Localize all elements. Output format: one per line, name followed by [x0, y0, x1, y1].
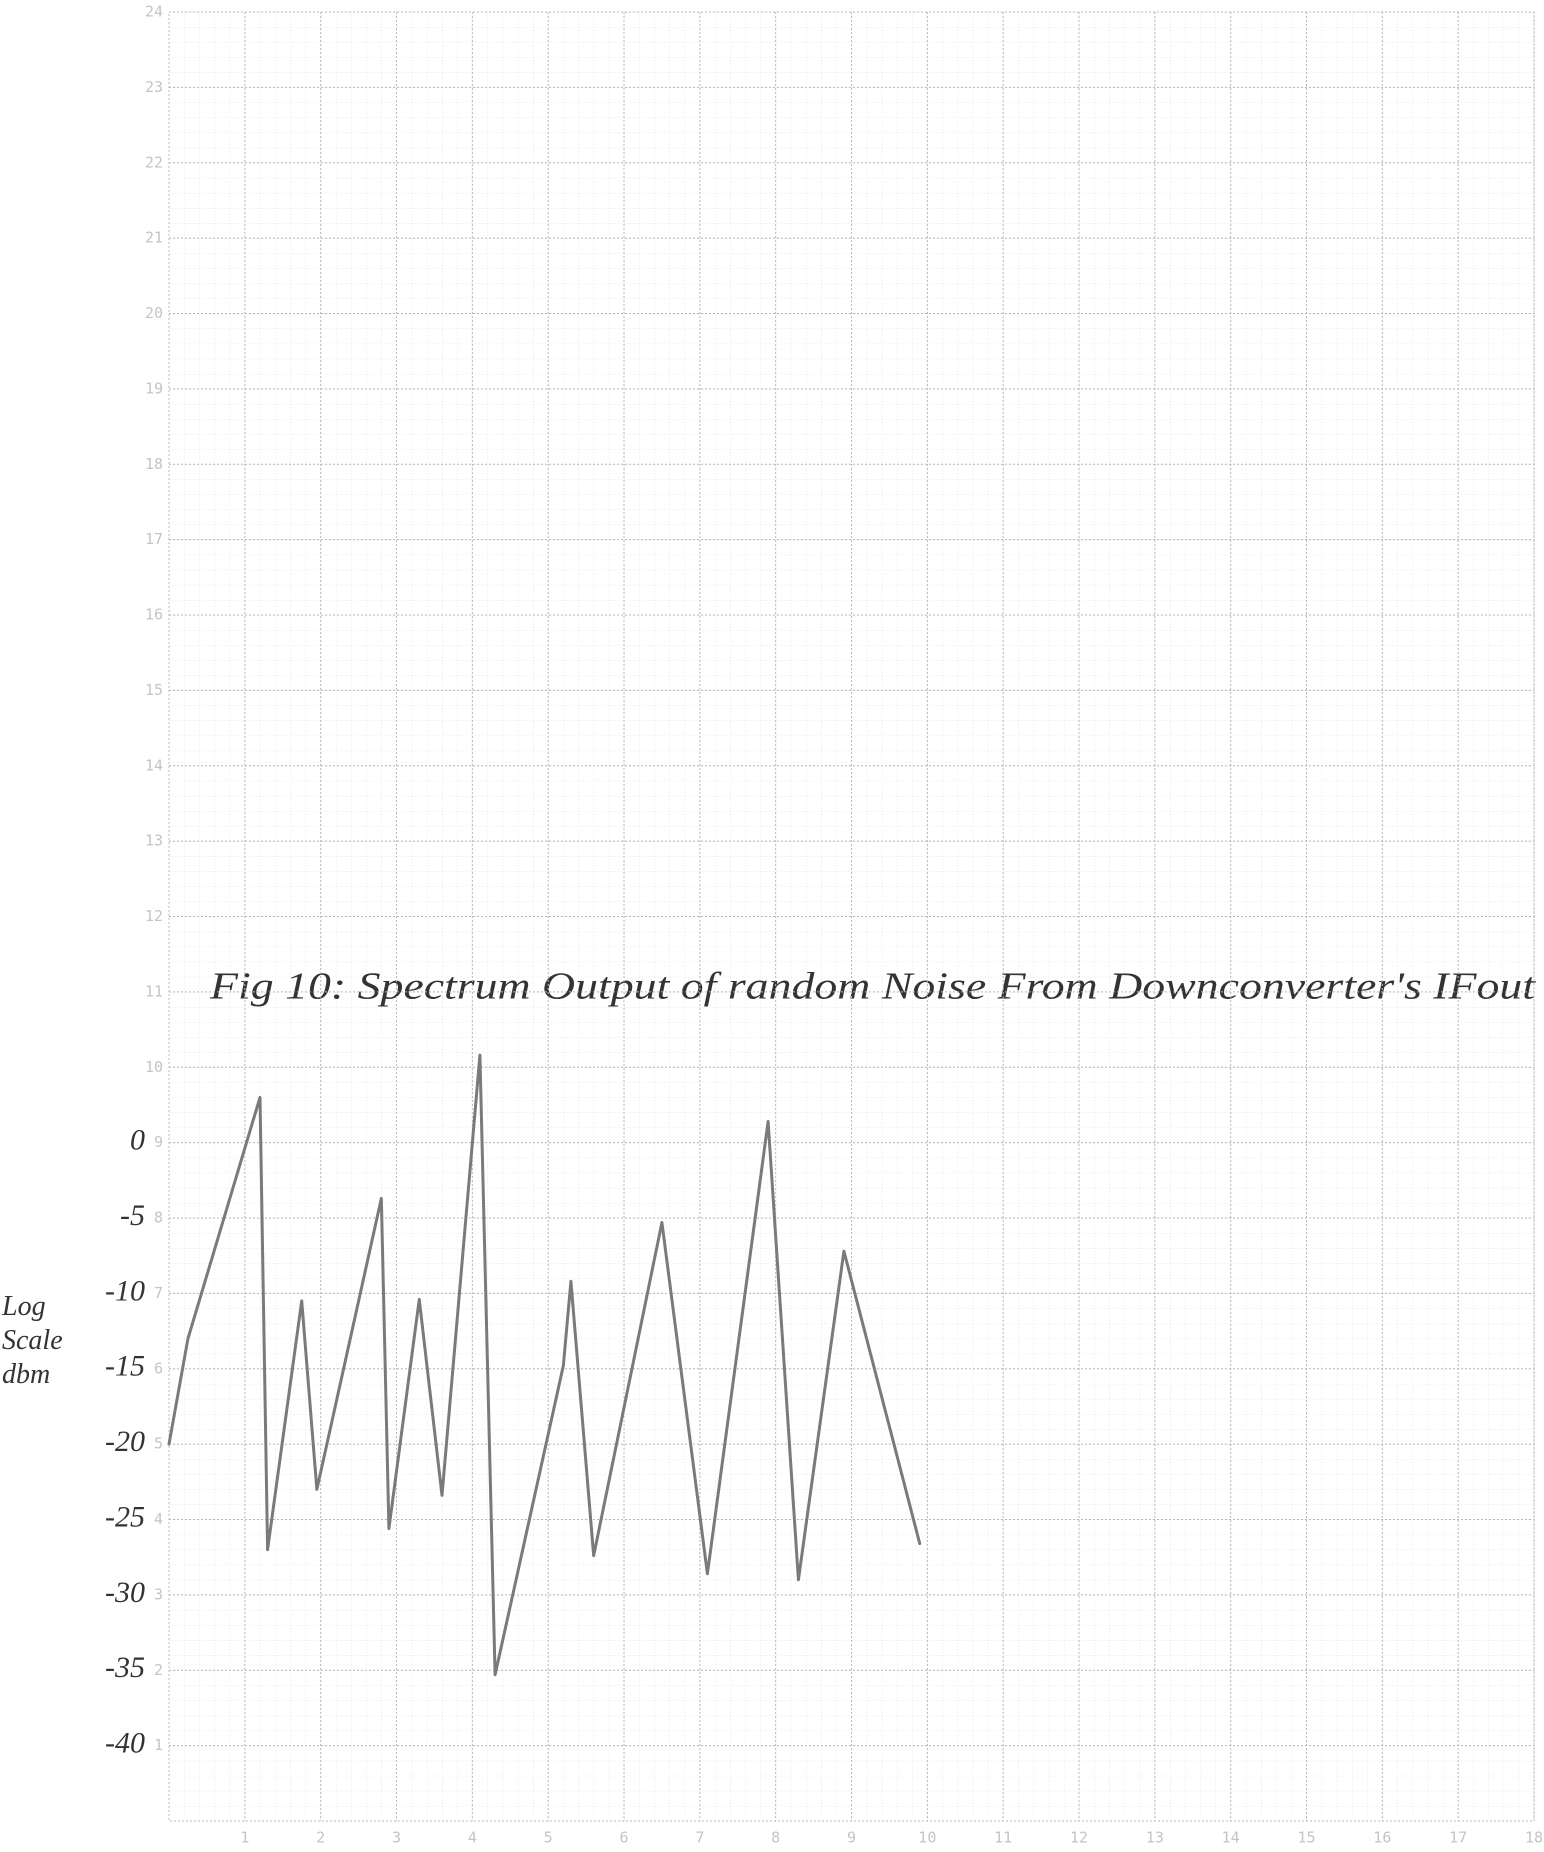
- x-tick-label: 5: [544, 1829, 553, 1847]
- x-tick-label: 4: [468, 1829, 477, 1847]
- x-tick-label: 11: [994, 1829, 1012, 1847]
- x-tick-label: 16: [1373, 1829, 1391, 1847]
- y2-axis-label: Log Scale dbm: [2, 1290, 72, 1392]
- y-tick-label: 3: [154, 1585, 163, 1603]
- x-tick-label: 7: [695, 1829, 704, 1847]
- y-tick-label: 9: [154, 1133, 163, 1151]
- x-tick-label: 15: [1297, 1829, 1315, 1847]
- y-tick-label: 23: [145, 78, 163, 96]
- x-tick-label: 14: [1222, 1829, 1240, 1847]
- x-tick-label: 8: [771, 1829, 780, 1847]
- y-tick-label: 7: [154, 1284, 163, 1302]
- x-tick-label: 9: [847, 1829, 856, 1847]
- x-tick-label: 2: [316, 1829, 325, 1847]
- x-tick-label: 10: [918, 1829, 936, 1847]
- y-tick-label: 17: [145, 530, 163, 548]
- y-tick-label: 10: [145, 1058, 163, 1076]
- y-tick-label: 15: [145, 681, 163, 699]
- y-tick-label: 18: [145, 455, 163, 473]
- y2-tick-label: 0: [130, 1124, 145, 1157]
- x-tick-label: 12: [1070, 1829, 1088, 1847]
- y-tick-label: 6: [154, 1359, 163, 1377]
- y-tick-label: 24: [145, 3, 163, 21]
- y-tick-label: 13: [145, 832, 163, 850]
- y2-tick-label: -25: [105, 1500, 145, 1533]
- x-tick-label: 18: [1525, 1829, 1543, 1847]
- x-tick-label: 17: [1449, 1829, 1467, 1847]
- y-tick-label: 21: [145, 229, 163, 247]
- y-tick-label: 22: [145, 153, 163, 171]
- y2-tick-label: -10: [105, 1274, 145, 1307]
- y-tick-label: 2: [154, 1661, 163, 1679]
- y-tick-label: 19: [145, 379, 163, 397]
- y2-tick-label: -20: [105, 1425, 145, 1458]
- y-tick-label: 14: [145, 756, 163, 774]
- y2-tick-label: -40: [105, 1727, 145, 1760]
- page: Fig 10: Spectrum Output of random Noise …: [0, 0, 1544, 1852]
- y-tick-label: 12: [145, 907, 163, 925]
- y-tick-label: 4: [154, 1510, 163, 1528]
- x-tick-label: 1: [240, 1829, 249, 1847]
- y-tick-label: 1: [154, 1736, 163, 1754]
- y2-tick-label: -5: [120, 1199, 145, 1232]
- x-tick-label: 13: [1146, 1829, 1164, 1847]
- y2-tick-label: -15: [105, 1350, 145, 1383]
- x-tick-label: 3: [392, 1829, 401, 1847]
- y-tick-label: 16: [145, 606, 163, 624]
- y-tick-label: 5: [154, 1435, 163, 1453]
- y-tick-label: 11: [145, 982, 163, 1000]
- chart: Fig 10: Spectrum Output of random Noise …: [0, 0, 1544, 1852]
- y2-tick-label: -35: [105, 1651, 145, 1684]
- y2-tick-label: -30: [105, 1576, 145, 1609]
- y-tick-label: 8: [154, 1209, 163, 1227]
- chart-title: Fig 10: Spectrum Output of random Noise …: [209, 966, 1537, 1008]
- y-tick-label: 20: [145, 304, 163, 322]
- x-tick-label: 6: [619, 1829, 628, 1847]
